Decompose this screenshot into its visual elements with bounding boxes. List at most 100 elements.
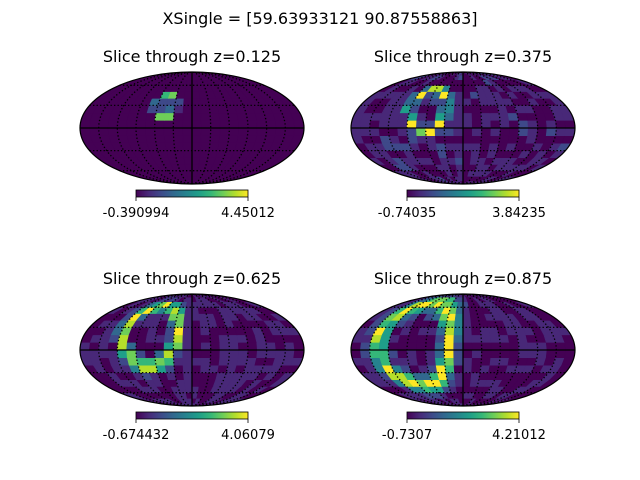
heatmap-cell xyxy=(456,170,464,177)
heatmap-cell xyxy=(462,379,472,387)
heatmap-cell xyxy=(471,349,482,358)
subplot-2-colorbar xyxy=(406,189,520,201)
heatmap-cell xyxy=(536,120,548,129)
heatmap-cell xyxy=(406,349,418,358)
heatmap-cell xyxy=(210,120,221,129)
subplot-4-colorbar xyxy=(406,411,520,423)
heatmap-cell xyxy=(107,120,119,129)
colorbar-gradient xyxy=(406,189,520,198)
heatmap-cell xyxy=(145,135,157,144)
heatmap-cell xyxy=(210,342,221,351)
heatmap-cell xyxy=(208,142,220,151)
heatmap-cell xyxy=(378,342,390,351)
heatmap-cell xyxy=(274,349,286,358)
heatmap-cell xyxy=(183,319,193,328)
heatmap-cell xyxy=(227,357,239,366)
heatmap-cell xyxy=(462,313,472,321)
heatmap-cell xyxy=(416,127,427,136)
heatmap-cell xyxy=(453,120,464,129)
heatmap-cell xyxy=(490,120,501,129)
heatmap-cell xyxy=(155,364,167,373)
heatmap-cell xyxy=(462,112,473,121)
heatmap-cell xyxy=(397,342,408,351)
heatmap-cell xyxy=(228,342,239,351)
heatmap-cell xyxy=(182,142,193,151)
heatmap-cell xyxy=(426,142,438,151)
heatmap-cell xyxy=(456,301,464,308)
heatmap-cell xyxy=(191,334,202,343)
heatmap-cell xyxy=(437,319,448,328)
heatmap-cell xyxy=(210,349,221,358)
heatmap-cell xyxy=(388,342,399,351)
heatmap-cell xyxy=(200,349,211,358)
heatmap-cell xyxy=(462,372,472,381)
graticule xyxy=(351,72,575,184)
heatmap-cell xyxy=(191,157,201,165)
heatmap-cell xyxy=(454,313,464,321)
heatmap-cell xyxy=(185,170,193,177)
heatmap-cell xyxy=(182,357,193,366)
heatmap-cell xyxy=(200,105,211,114)
subplot-2-colorbar-min-label: -0.74035 xyxy=(378,206,436,221)
heatmap-cell xyxy=(200,112,211,121)
heatmap-cell xyxy=(480,334,492,343)
heatmap-cells xyxy=(80,72,304,184)
heatmap-cell xyxy=(135,349,147,358)
heatmap-cell xyxy=(145,334,157,343)
heatmap-cell xyxy=(498,112,510,121)
heatmap-cell xyxy=(425,120,436,129)
heatmap-cell xyxy=(191,342,202,351)
heatmap-cell xyxy=(166,97,177,106)
heatmap-cell xyxy=(471,327,482,336)
heatmap-cell xyxy=(359,349,371,358)
heatmap-cell xyxy=(462,91,472,99)
heatmap-cell xyxy=(80,349,91,358)
heatmap-cell xyxy=(471,112,482,121)
heatmap-cell xyxy=(426,364,438,373)
heatmap-cell xyxy=(145,342,156,351)
subplot-4-map xyxy=(350,293,576,407)
heatmap-cell xyxy=(173,112,184,121)
heatmap-cell xyxy=(163,135,175,144)
heatmap-cell xyxy=(426,105,438,114)
heatmap-cell xyxy=(228,127,239,136)
heatmap-cell xyxy=(164,105,176,114)
heatmap-cell xyxy=(455,386,464,393)
heatmap-cell xyxy=(184,164,193,171)
heatmap-cell xyxy=(434,357,446,366)
heatmap-cell xyxy=(455,85,464,92)
heatmap-cell xyxy=(191,105,202,114)
heatmap-cell xyxy=(163,357,175,366)
heatmap-cell xyxy=(191,319,201,328)
heatmap-cell xyxy=(545,127,557,136)
heatmap-cell xyxy=(481,349,492,358)
heatmap-cell xyxy=(453,364,464,373)
heatmap-cell xyxy=(173,142,184,151)
heatmap-cell xyxy=(480,112,492,121)
heatmap-cell xyxy=(247,342,258,351)
heatmap-cell xyxy=(183,372,193,381)
heatmap-cell xyxy=(237,342,249,351)
heatmap-cell xyxy=(471,334,482,343)
heatmap-cell xyxy=(434,127,445,136)
heatmap-cell xyxy=(173,127,184,136)
heatmap-cell xyxy=(173,357,184,366)
heatmap-cell xyxy=(508,342,520,351)
heatmap-cell xyxy=(191,372,201,381)
heatmap-cell xyxy=(453,112,464,121)
heatmap-cell xyxy=(200,135,211,144)
heatmap-cell xyxy=(456,392,464,399)
heatmap-cell xyxy=(471,357,482,366)
heatmap-cell xyxy=(200,364,211,373)
heatmap-cell xyxy=(444,142,455,151)
heatmap-cell xyxy=(88,342,100,351)
heatmap-cell xyxy=(388,120,399,129)
heatmap-cell xyxy=(416,349,427,358)
heatmap-cell xyxy=(265,342,277,351)
heatmap-cell xyxy=(499,127,510,136)
heatmap-cell xyxy=(173,105,184,114)
heatmap-cell xyxy=(462,342,473,351)
heatmap-cell xyxy=(527,349,538,358)
heatmap-cell xyxy=(200,127,211,136)
heatmap-cell xyxy=(293,349,304,358)
